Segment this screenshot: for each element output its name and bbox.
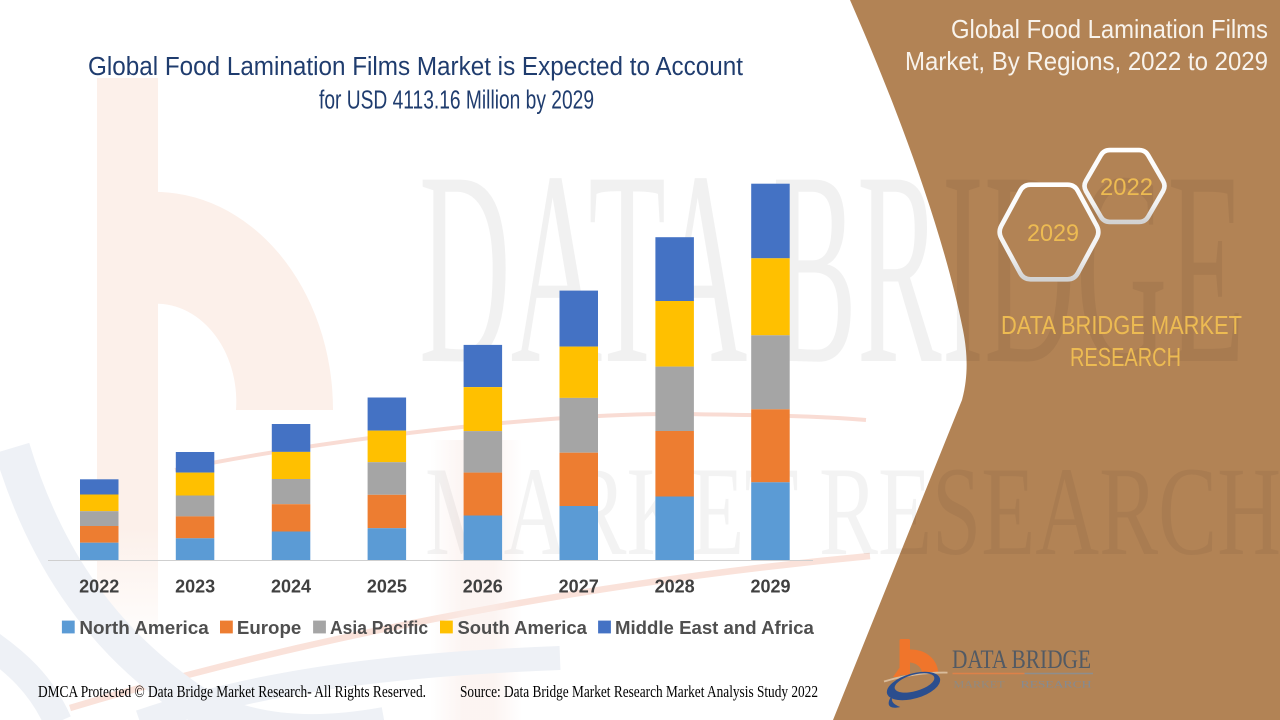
svg-text:2029: 2029 <box>1027 220 1079 247</box>
svg-text:Europe: Europe <box>237 617 301 638</box>
svg-text:Asia Pacific: Asia Pacific <box>330 617 428 638</box>
svg-text:RESEARCH: RESEARCH <box>1070 342 1181 372</box>
svg-text:2022: 2022 <box>1100 174 1153 201</box>
svg-text:2023: 2023 <box>175 577 215 597</box>
svg-text:DATA BRIDGE: DATA BRIDGE <box>952 645 1091 674</box>
svg-text:RESEARCH: RESEARCH <box>1021 681 1092 691</box>
svg-text:DATA BRIDGE: DATA BRIDGE <box>419 114 1245 421</box>
svg-text:Source: Data Bridge Market Res: Source: Data Bridge Market Research Mark… <box>460 682 818 701</box>
svg-text:2028: 2028 <box>655 577 695 597</box>
svg-text:Global Food Lamination Films M: Global Food Lamination Films Market is E… <box>88 53 743 81</box>
svg-text:South America: South America <box>458 617 588 638</box>
svg-text:DATA BRIDGE MARKET: DATA BRIDGE MARKET <box>1001 310 1242 340</box>
svg-text:2022: 2022 <box>79 577 119 597</box>
svg-text:MARKET: MARKET <box>954 681 1005 691</box>
svg-text:DMCA Protected © Data Bridge M: DMCA Protected © Data Bridge Market Rese… <box>38 682 426 701</box>
svg-text:Middle East and Africa: Middle East and Africa <box>615 617 815 638</box>
svg-text:for USD 4113.16 Million by 202: for USD 4113.16 Million by 2029 <box>319 87 594 115</box>
svg-text:2026: 2026 <box>463 577 503 597</box>
svg-text:2029: 2029 <box>750 577 790 597</box>
svg-text:Market, By Regions, 2022 to 20: Market, By Regions, 2022 to 2029 <box>905 46 1268 76</box>
svg-text:2025: 2025 <box>367 577 407 597</box>
svg-text:2024: 2024 <box>271 577 311 597</box>
svg-text:North America: North America <box>79 617 209 638</box>
svg-text:Global Food Lamination Films: Global Food Lamination Films <box>951 14 1268 44</box>
svg-text:2027: 2027 <box>559 577 599 597</box>
